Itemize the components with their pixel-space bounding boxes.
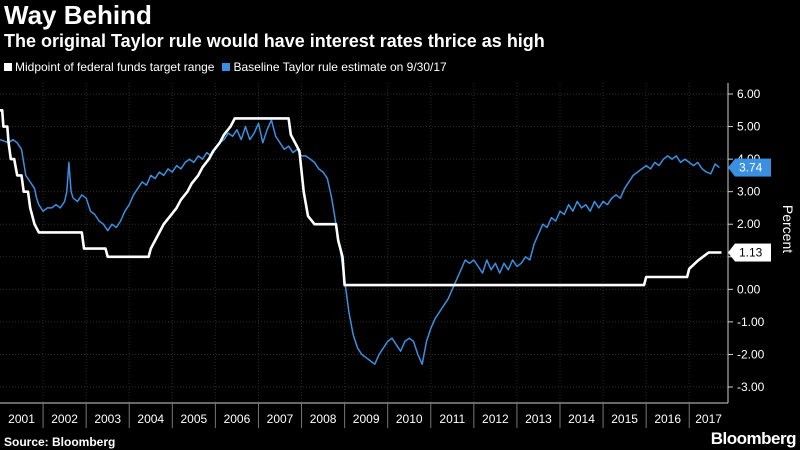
legend-item-taylor: Baseline Taylor rule estimate on 9/30/17 (222, 60, 447, 74)
x-tick-label: 2011 (439, 412, 465, 426)
x-tick-label: 2010 (396, 412, 423, 426)
x-tick-label: 2004 (137, 412, 164, 426)
series-line-fed-funds (0, 109, 722, 287)
chart-series (0, 109, 722, 365)
x-tick-label: 2014 (568, 412, 595, 426)
chart-title: Way Behind (4, 0, 152, 30)
svg-text:3.74: 3.74 (739, 161, 763, 175)
svg-text:1.13: 1.13 (739, 246, 763, 260)
x-tick-label: 2009 (353, 412, 380, 426)
legend-label-fed-funds: Midpoint of federal funds target range (15, 60, 215, 74)
end-value-labels: 3.74 1.13 (728, 158, 771, 262)
x-axis: 2001 2002 2003 2004 2005 2006 2007 2008 2009 2010… (0, 402, 728, 428)
x-tick-label: 2006 (224, 412, 251, 426)
x-tick-label: 2003 (94, 412, 121, 426)
y-axis: 6.005.004.003.002.001.000.00-1.00-2.00-3… (727, 83, 765, 403)
x-tick-label: 2016 (654, 412, 681, 426)
y-tick-label: 6.00 (737, 87, 761, 101)
x-tick-label: 2012 (482, 412, 509, 426)
end-label-fed-funds: 1.13 (728, 243, 771, 262)
legend-label-taylor: Baseline Taylor rule estimate on 9/30/17 (233, 60, 447, 74)
y-tick-label: -1.00 (737, 315, 765, 329)
legend-swatch-fed-funds (4, 63, 12, 71)
y-tick-label: 2.00 (737, 217, 761, 231)
x-tick-label: 2015 (611, 412, 638, 426)
x-tick-label: 2013 (525, 412, 552, 426)
y-tick-label: -3.00 (737, 380, 765, 394)
end-label-taylor: 3.74 (728, 158, 771, 177)
brand-logo: Bloomberg (710, 429, 797, 448)
source-note: Source: Bloomberg (4, 435, 116, 449)
x-tick-label: 2017 (695, 412, 722, 426)
x-tick-label: 2002 (51, 412, 78, 426)
x-tick-label: 2005 (180, 412, 207, 426)
chart-grid (0, 83, 728, 403)
y-tick-label: 3.00 (737, 185, 761, 199)
y-tick-label: 0.00 (737, 282, 761, 296)
y-axis-label: Percent (780, 205, 796, 253)
x-tick-label: 2007 (267, 412, 294, 426)
y-tick-label: -2.00 (737, 347, 765, 361)
y-tick-label: 5.00 (737, 120, 761, 134)
legend-swatch-taylor (222, 63, 231, 71)
x-tick-label: 2001 (8, 412, 35, 426)
legend: Midpoint of federal funds target range B… (4, 60, 455, 74)
legend-item-fed-funds: Midpoint of federal funds target range (4, 60, 214, 74)
chart-subtitle: The original Taylor rule would have inte… (4, 31, 545, 51)
series-line-taylor (0, 119, 720, 365)
x-tick-label: 2008 (310, 412, 337, 426)
